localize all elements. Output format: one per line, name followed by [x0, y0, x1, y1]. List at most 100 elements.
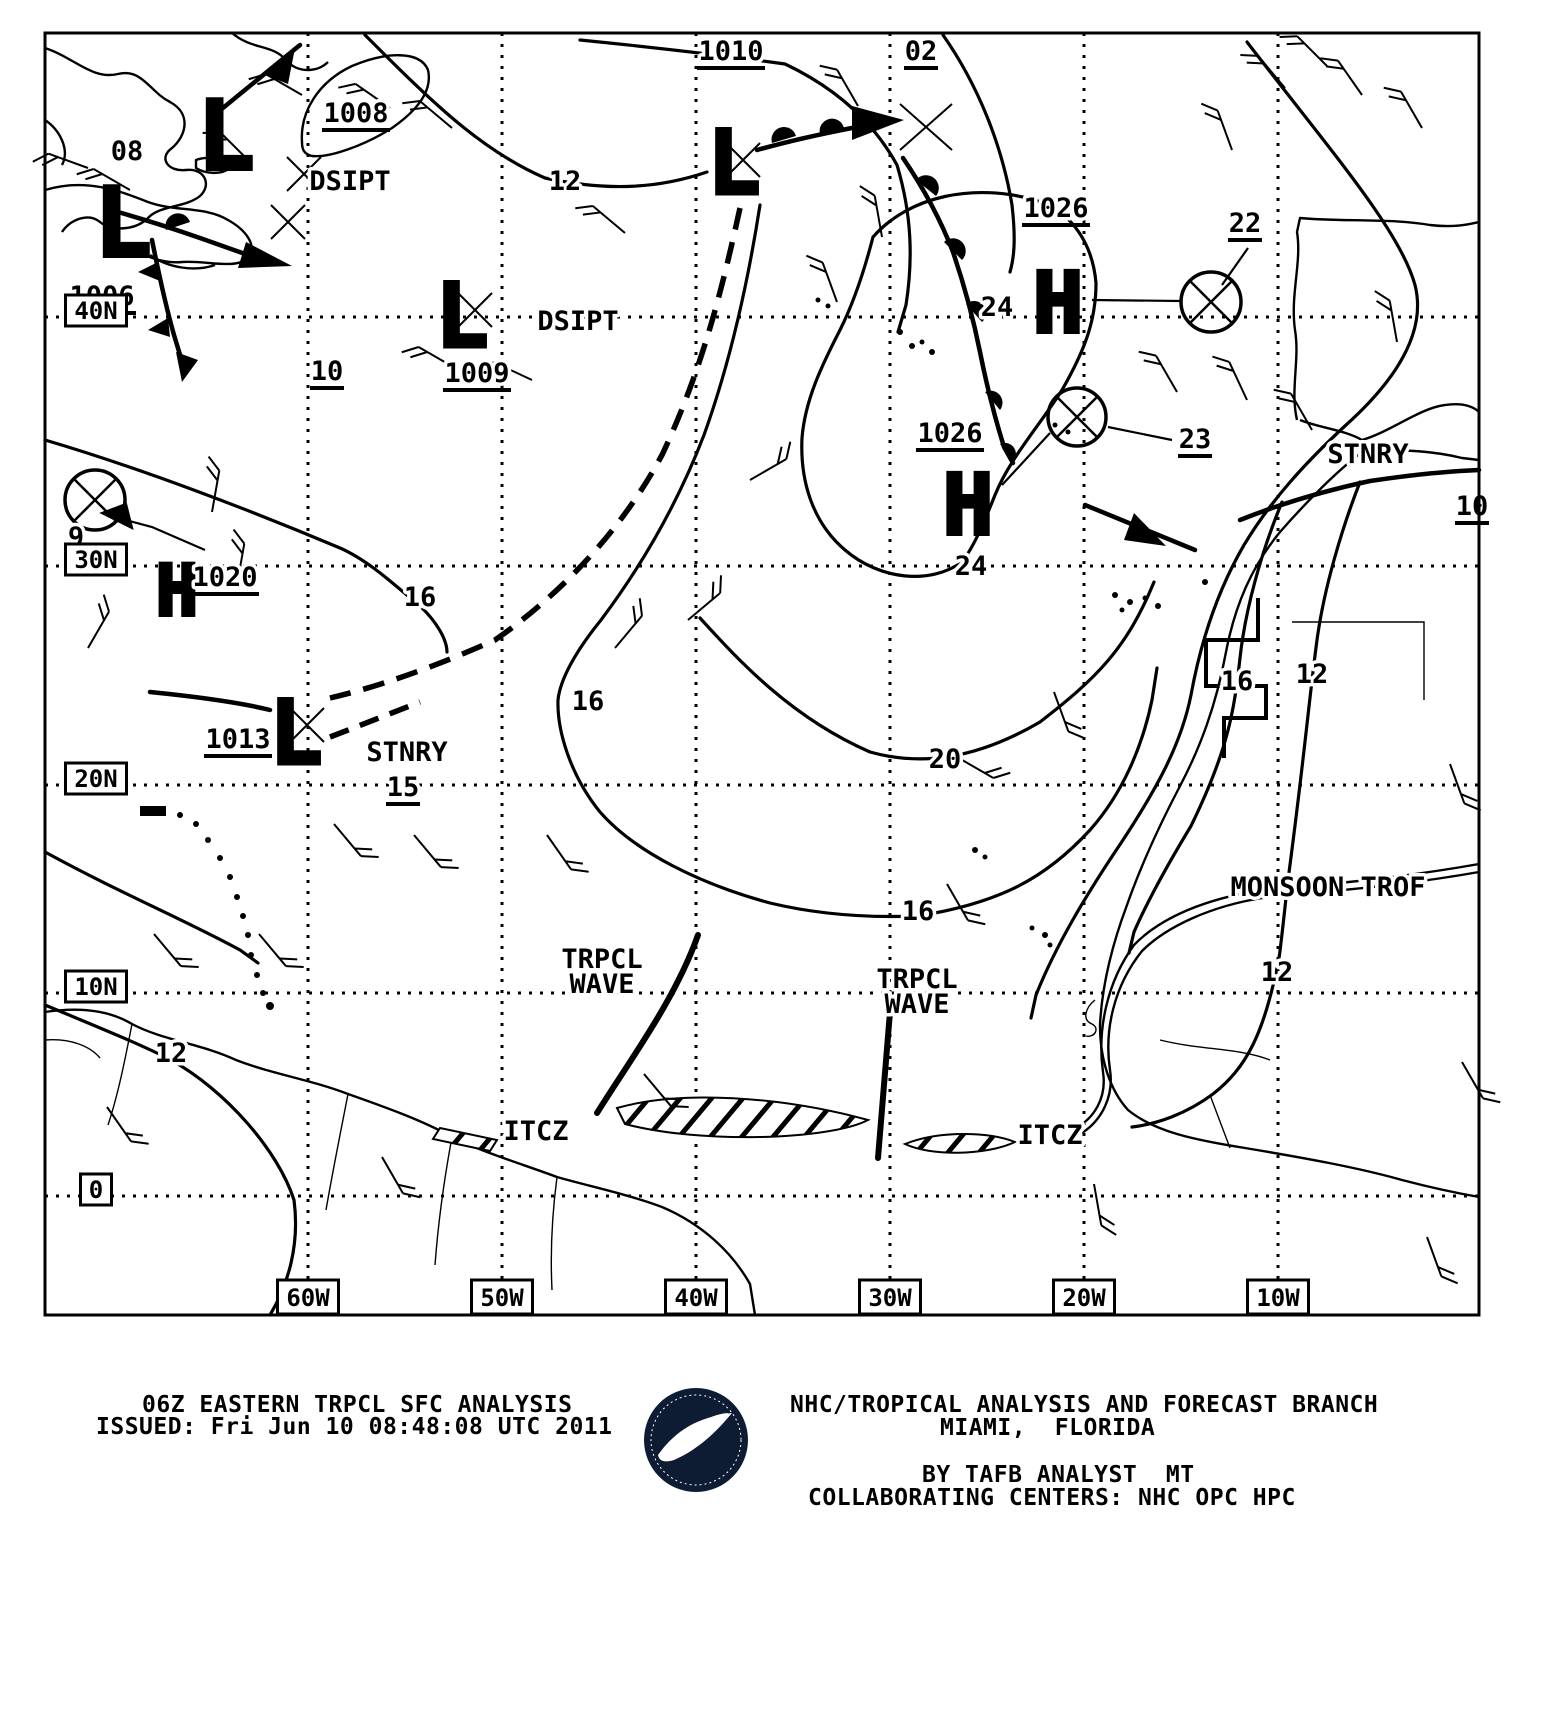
- map-label-02: 02: [905, 36, 938, 67]
- cape-verde-islands: [972, 847, 1053, 948]
- isobar-right-of-02: [941, 33, 1016, 274]
- map-label-1013: 1013: [205, 724, 270, 755]
- monsoon-trough-line: [1081, 870, 1480, 1135]
- map-label-1010: 1010: [698, 36, 763, 67]
- isobar-1012-nw: [363, 33, 709, 189]
- isobar-1016-west: [43, 438, 449, 654]
- coast-iberia: [1292, 216, 1480, 442]
- isobars: [43, 33, 1420, 1317]
- isobar-1024-loop: [800, 190, 1098, 578]
- itcz-band-east: [902, 1133, 1018, 1154]
- lat-label-0: 0: [89, 1176, 103, 1204]
- lat-box-10N: [64, 969, 128, 1004]
- pressure-center-H: H: [943, 456, 994, 554]
- front-arrowhead-se: [238, 242, 292, 268]
- borders-south-america: [44, 1023, 558, 1291]
- map-label-08: 08: [111, 136, 144, 167]
- trough-dashed: [329, 207, 743, 701]
- lat-box-30N: [64, 542, 128, 577]
- pressure-center-L: L: [197, 82, 254, 192]
- circled-x-symbol: [1179, 270, 1243, 334]
- monsoon-trough-line-2: [1075, 862, 1480, 1130]
- warm-front-se: [900, 155, 1016, 466]
- caribbean-islands: [140, 806, 274, 1010]
- map-label-10: 10: [311, 356, 344, 387]
- agency-name: NHC/TROPICAL ANALYSIS AND FORECAST BRANC…: [790, 1392, 1379, 1418]
- map-label-1009: 1009: [444, 358, 509, 389]
- warm-bump-b: [819, 118, 844, 134]
- map-label-20: 20: [929, 744, 962, 775]
- lon-label-50W: 50W: [480, 1284, 524, 1312]
- warm-bump-a: [771, 127, 796, 143]
- isobar-1010-top: [578, 38, 912, 334]
- coast-newfoundland: [300, 54, 431, 158]
- isobar-caribbean: [43, 850, 260, 965]
- map-label-24: 24: [981, 292, 1014, 323]
- issued-timestamp: ISSUED: Fri Jun 10 08:48:08 UTC 2011: [96, 1414, 613, 1440]
- front-madeira-triangle: [1124, 513, 1166, 546]
- pressure-center-L: L: [94, 169, 151, 279]
- lat-label-40N: 40N: [74, 297, 117, 325]
- lat-label-20N: 20N: [74, 765, 117, 793]
- center-x-mark: [725, 142, 761, 178]
- front-triangle-ne: [265, 48, 295, 84]
- border-algeria: [1292, 621, 1425, 700]
- lat-box-40N: [64, 293, 128, 328]
- isobar-1016-central: [556, 203, 1159, 919]
- tropical-wave-2: [875, 1009, 893, 1161]
- warm-bump-d: [944, 238, 966, 260]
- map-frame: [43, 31, 1481, 1317]
- map-label-1008: 1008: [323, 98, 388, 129]
- noaa-logo: [644, 1388, 748, 1492]
- noaa-seagull: [658, 1413, 732, 1462]
- map-label-12: 12: [549, 166, 582, 197]
- isobar-1020-central: [698, 580, 1156, 761]
- map-label-16: 16: [404, 582, 437, 613]
- map-label-dsipt: DSIPT: [309, 166, 390, 197]
- circled-x-cross: [1188, 279, 1234, 325]
- front-cold-arrow: [115, 209, 251, 258]
- stnry-front-gibraltar: [1237, 467, 1482, 523]
- cold-triangle-1: [138, 262, 160, 281]
- map-label-stnry: STNRY: [1327, 439, 1409, 470]
- lon-box-50W: [470, 1278, 534, 1316]
- map-label-stnry: STNRY: [366, 737, 448, 768]
- lon-label-10W: 10W: [1256, 1284, 1300, 1312]
- itcz-band-small: [431, 1126, 499, 1153]
- stnry-front-dashed: [329, 699, 421, 740]
- map-label-15: 15: [387, 772, 420, 803]
- coast-africa: [1098, 449, 1480, 1199]
- map-label-trpcl: TRPCL: [561, 944, 642, 975]
- map-label-16: 16: [572, 686, 605, 717]
- lat-label-30N: 30N: [74, 546, 117, 574]
- warm-front-east: [754, 125, 855, 153]
- map-label-trpcl: TRPCL: [876, 964, 957, 995]
- center-x-marks: [270, 142, 761, 743]
- map-labels: 101002100808DSIPT121006101009DSIPT102622…: [64, 33, 1491, 1155]
- analyst-line: BY TAFB ANALYST MT: [922, 1462, 1195, 1488]
- itcz-band-west: [615, 1096, 871, 1139]
- warm-bump-g: [1000, 442, 1016, 460]
- warm-bump-e: [966, 300, 987, 322]
- movement-arrowhead: [99, 502, 134, 531]
- cold-triangle-2: [148, 318, 170, 337]
- agency-location: MIAMI, FLORIDA: [940, 1415, 1156, 1441]
- warm-bump-c: [916, 175, 939, 196]
- map-label-dsipt: DSIPT: [537, 306, 618, 337]
- map-label-wave: WAVE: [569, 969, 634, 1000]
- map-label-10: 10: [1456, 491, 1489, 522]
- pressure-center-H: H: [156, 550, 198, 632]
- map-label-itcz: ITCZ: [1017, 1120, 1082, 1151]
- front-cold-south: [149, 237, 187, 371]
- map-label-23: 23: [1179, 424, 1212, 455]
- isobar-1020-east: [1029, 40, 1420, 1020]
- lat-label-10N: 10N: [74, 973, 117, 1001]
- center-x-mark: [286, 156, 322, 192]
- warm-front-arrowhead: [852, 106, 904, 140]
- coast-gulf: [44, 119, 67, 166]
- isobar-1016-east: [1127, 500, 1284, 955]
- map-label-wave: WAVE: [884, 989, 949, 1020]
- latlon-grid: [45, 33, 1479, 1315]
